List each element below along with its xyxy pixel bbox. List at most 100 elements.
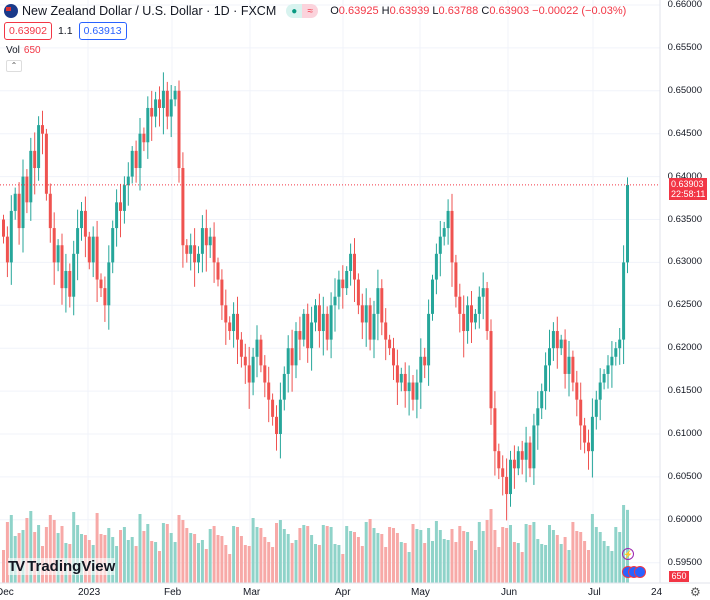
volume-bar [524,524,528,583]
candle-body [68,270,72,297]
candle-body [575,382,579,400]
settings-gear-icon[interactable]: ⚙ [690,585,701,599]
candle-body [5,236,9,263]
volume-bar [193,534,197,583]
volume-bar [388,527,392,583]
volume-bar [72,512,76,583]
time-label: May [411,587,430,598]
volume-bar [372,528,376,583]
ohlc-values: O0.63925 H0.63939 L0.63788 C0.63903 −0.0… [330,5,627,17]
candle-body [493,408,497,452]
candle-body [111,228,115,263]
volume-bar [290,543,294,583]
volume-bar [278,520,282,583]
volume-bar [622,505,626,583]
candle-body [41,125,44,134]
candle-body [353,253,356,280]
candle-body [251,356,255,383]
volume-bar [431,541,434,583]
volume-bar [200,540,204,583]
volume-bar [224,545,228,583]
collapse-legend-button[interactable]: ⌃ [6,60,22,72]
candle-body [548,348,551,366]
equal-icon: ≈ [302,4,319,18]
candle-body [115,202,119,229]
price-label: 0.63500 [667,213,702,225]
volume-bar [134,546,138,583]
candle-body [294,331,298,366]
candle-body [470,305,473,323]
candle-body [64,270,68,289]
candle-body [567,356,571,374]
volume-bar [505,528,509,583]
volume-bar [119,530,122,583]
lightning-event-icon[interactable]: ⚡ [622,548,634,560]
candle-body [232,313,236,332]
volume-bar [126,540,130,583]
volume-bar [470,541,473,583]
volume-bar [286,534,290,583]
candle-body [520,451,524,460]
candle-body [505,476,509,495]
volume-bar [169,533,173,583]
price-label: 0.60000 [667,513,702,525]
volume-bar [501,527,505,583]
buy-button[interactable]: 0.63913 [78,22,127,40]
candle-body [154,99,158,117]
candle-body [341,279,345,289]
candle-body [204,228,208,246]
candle-body [228,322,232,332]
candle-body [372,313,376,340]
volume-bar [438,530,442,583]
volume-bar [267,542,271,583]
candle-body [263,365,267,383]
candle-body [376,288,380,314]
volume-bar [540,544,544,583]
volume-bar [544,545,548,583]
volume-bar [594,527,598,583]
candle-body [44,133,48,194]
volume-bar [161,523,165,583]
candle-body [356,279,360,306]
candle-body [442,228,446,237]
volume-bar [376,533,380,583]
volume-bar [181,520,185,583]
candle-body [345,270,349,289]
symbol-title[interactable]: New Zealand Dollar / U.S. Dollar · 1D · … [22,4,277,18]
sell-button[interactable]: 0.63902 [4,22,52,40]
volume-bar [419,530,423,583]
candle-body [434,253,438,280]
volume-bar [325,526,329,583]
volume-bar [509,525,512,583]
volume-bar [598,532,602,583]
us-flag-event-icon[interactable] [634,566,646,578]
volume-bar [259,528,263,583]
candle-body [458,296,462,314]
volume-bar [536,539,540,583]
volume-bar [442,539,446,583]
volume-bar [493,530,497,583]
candle-body [259,339,263,366]
price-label: 0.64000 [667,170,702,182]
volume-bar [337,545,341,583]
volume-bar [239,536,243,583]
candle-body [87,236,91,263]
candle-body [411,382,415,400]
candle-body [278,399,282,434]
candle-body [590,416,594,452]
volume-bar [458,526,462,583]
candle-body [25,176,29,203]
tradingview-logo[interactable]: TV TradingView [8,558,116,575]
price-label: 0.62500 [667,299,702,311]
market-status[interactable]: ● ≈ [286,4,319,18]
candle-body [614,348,618,357]
candle-body [594,399,598,417]
volume-bar [571,522,575,583]
volume-bar [548,525,551,583]
volume-bar [76,525,80,583]
volume-bar [360,546,364,583]
candle-body [177,90,181,169]
time-label: 24 [651,587,663,598]
candle-body [150,107,154,117]
